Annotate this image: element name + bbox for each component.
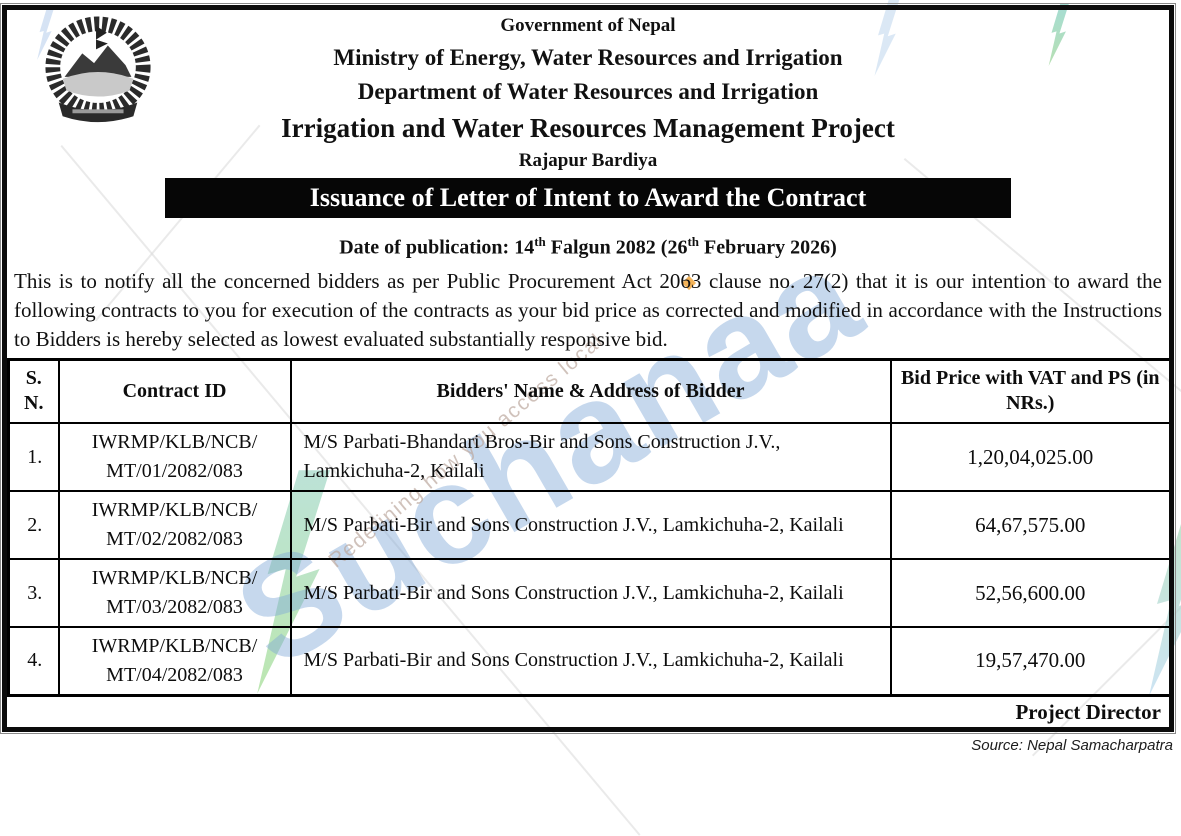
cell-price: 52,56,600.00 — [889, 558, 1169, 629]
cell-bidder: M/S Parbati-Bir and Sons Construction J.… — [289, 558, 892, 629]
cell-bidder: M/S Parbati-Bir and Sons Construction J.… — [289, 490, 892, 561]
source-attribution: Source: Nepal Samacharpatra — [971, 737, 1173, 754]
signature-title: Project Director — [1015, 699, 1161, 724]
cell-sn: 4. — [7, 626, 60, 697]
table-header-row: S. N. Contract ID Bidders' Name & Addres… — [7, 358, 1169, 425]
date-part: Falgun 2082 (26 — [545, 236, 688, 259]
header-line-project: Irrigation and Water Resources Managemen… — [281, 113, 895, 143]
cell-price: 1,20,04,025.00 — [889, 422, 1169, 493]
date-superscript: th — [687, 234, 700, 249]
cell-sn: 3. — [7, 558, 60, 629]
header-line-location: Rajapur Bardiya — [518, 150, 658, 171]
col-header-sn: S. N. — [7, 358, 60, 425]
cell-bidder: M/S Parbati-Bhandari Bros-Bir and Sons C… — [289, 422, 892, 493]
cell-contract-id: IWRMP/KLB/NCB/ MT/01/2082/083 — [57, 422, 292, 493]
cell-price: 64,67,575.00 — [889, 490, 1169, 561]
table-row: 4. IWRMP/KLB/NCB/ MT/04/2082/083 M/S Par… — [7, 626, 1169, 697]
cell-contract-id: IWRMP/KLB/NCB/ MT/03/2082/083 — [57, 558, 292, 629]
col-header-contract-id: Contract ID — [57, 358, 292, 425]
cell-price: 19,57,470.00 — [889, 626, 1169, 697]
date-part: February 2026) — [699, 236, 837, 259]
contracts-table: S. N. Contract ID Bidders' Name & Addres… — [7, 357, 1169, 697]
date-superscript: th — [534, 234, 546, 249]
table-row: 1. IWRMP/KLB/NCB/ MT/01/2082/083 M/S Par… — [7, 422, 1169, 493]
header-line-ministry: Ministry of Energy, Water Resources and … — [333, 45, 843, 70]
watermark-bolt-icon — [37, 8, 55, 60]
document-header: Government of Nepal Ministry of Energy, … — [7, 14, 1169, 173]
table-row: 2. IWRMP/KLB/NCB/ MT/02/2082/083 M/S Par… — [7, 490, 1169, 561]
header-line-department: Department of Water Resources and Irriga… — [357, 79, 819, 104]
notice-title-banner: Issuance of Letter of Intent to Award th… — [165, 178, 1011, 218]
nepal-emblem-icon — [45, 16, 151, 123]
cell-contract-id: IWRMP/KLB/NCB/ MT/02/2082/083 — [57, 490, 292, 561]
col-header-bidder: Bidders' Name & Address of Bidder — [289, 358, 892, 425]
cell-bidder: M/S Parbati-Bir and Sons Construction J.… — [289, 626, 892, 697]
cell-contract-id: IWRMP/KLB/NCB/ MT/04/2082/083 — [57, 626, 292, 697]
cell-sn: 2. — [7, 490, 60, 561]
notice-body-paragraph: This is to notify all the concerned bidd… — [14, 268, 1162, 351]
cell-sn: 1. — [7, 422, 60, 493]
notice-document: Government of Nepal Ministry of Energy, … — [0, 3, 1176, 734]
table-row: 3. IWRMP/KLB/NCB/ MT/03/2082/083 M/S Par… — [7, 558, 1169, 629]
header-line-government: Government of Nepal — [500, 15, 676, 36]
watermark-bolt-icon — [1048, 4, 1069, 66]
date-part: Date of publication: 14 — [339, 236, 535, 259]
watermark-bolt-icon — [874, 0, 900, 76]
publication-date-line: Date of publication: 14th Falgun 2082 (2… — [7, 229, 1169, 261]
col-header-bid-price: Bid Price with VAT and PS (in NRs.) — [889, 358, 1169, 425]
